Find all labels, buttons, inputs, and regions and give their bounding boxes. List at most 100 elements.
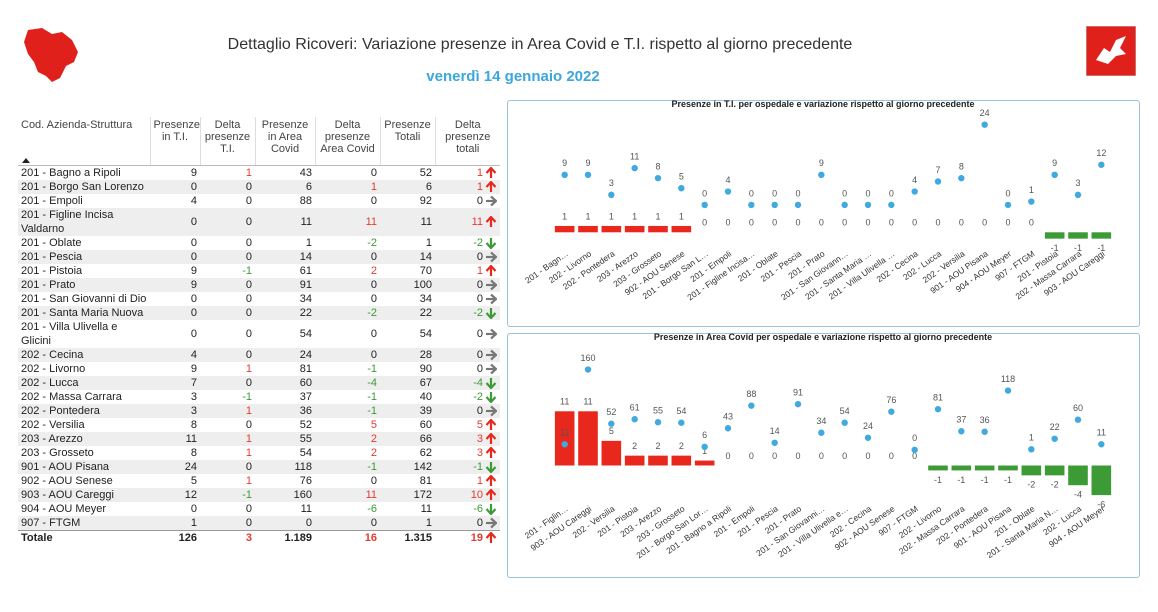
- table-cell: 202 - Massa Carrara: [18, 390, 150, 404]
- table-cell: 201 - San Giovanni di Dio: [18, 292, 150, 306]
- cell-value: 3: [190, 405, 197, 417]
- cell-value: 43: [299, 167, 312, 179]
- trend-arrow: [485, 475, 497, 487]
- cell-value: 1: [245, 447, 252, 459]
- table-row: 901 - AOU Pisana 24 0 118 -1 142 -1: [18, 460, 500, 474]
- bar-value-label: -1: [1097, 243, 1105, 253]
- bar: [624, 225, 645, 233]
- cell-value: 76: [299, 475, 312, 487]
- cell-value: 91: [299, 279, 312, 291]
- dot: [654, 419, 662, 426]
- bar: [578, 411, 598, 466]
- cell-value: 0: [245, 328, 252, 340]
- cell-value: -2: [473, 307, 483, 319]
- dot: [771, 439, 778, 446]
- dot-value-label: 9: [1052, 158, 1057, 168]
- table-cell: 54: [255, 320, 315, 348]
- table-cell: -2: [315, 306, 380, 320]
- row-label: 904 - AOU Meyer: [21, 503, 106, 515]
- row-label: 202 - Massa Carrara: [21, 391, 122, 403]
- cell-value: 62: [419, 447, 432, 459]
- column-header-text: Delta presenze totali: [445, 119, 491, 155]
- dot-value-label: 37: [956, 415, 966, 425]
- cell-value: 3: [190, 391, 197, 403]
- cell-value: 0: [245, 293, 252, 305]
- cell-value: 34: [419, 293, 432, 305]
- cell-value: 5: [370, 419, 377, 431]
- cell-value: 172: [413, 489, 432, 501]
- row-label: 202 - Livorno: [21, 363, 86, 375]
- table-cell: 1.189: [255, 530, 315, 545]
- trend-arrow: [485, 308, 497, 320]
- bar: [1091, 232, 1112, 239]
- table-cell: 0: [315, 320, 380, 348]
- table-cell: 903 - AOU Careggi: [18, 488, 150, 502]
- table-cell: 4: [150, 194, 200, 208]
- cell-value: 8: [190, 447, 197, 459]
- bar-value-label: -4: [1074, 490, 1082, 500]
- cell-value: 0: [476, 363, 483, 375]
- bar-value-label: -1: [1004, 475, 1012, 485]
- cell-value: 0: [370, 251, 377, 263]
- dot: [911, 446, 918, 454]
- table-cell: 904 - AOU Meyer: [18, 502, 150, 516]
- cell-value: 0: [245, 349, 252, 361]
- trend-arrow: [486, 349, 497, 361]
- bar-value-label: 0: [912, 218, 917, 228]
- table-cell: 1: [150, 516, 200, 531]
- dot-value-label: 11: [1097, 428, 1106, 438]
- table-cell: 2: [315, 264, 380, 278]
- cell-value: 0: [190, 237, 197, 249]
- cell-value: 60: [299, 377, 312, 389]
- dot: [724, 425, 732, 432]
- table-cell: 88: [255, 194, 315, 208]
- table-cell: 0: [435, 250, 500, 264]
- table-cell: 0: [435, 292, 500, 306]
- table-cell: 0: [315, 166, 380, 181]
- cell-value: 1: [476, 167, 483, 179]
- dot-value-label: 1: [1029, 433, 1034, 443]
- cell-value: 1: [245, 405, 252, 417]
- bar-value-label: -2: [1051, 480, 1059, 490]
- table-cell: -4: [315, 376, 380, 390]
- table-row: 201 - Oblate 0 0 1 -2 1 -2: [18, 236, 500, 250]
- table-cell: 40: [380, 390, 435, 404]
- table-cell: 6: [255, 180, 315, 194]
- cell-value: 52: [299, 419, 312, 431]
- cell-value: 10: [470, 489, 483, 501]
- table-row: 202 - Cecina 4 0 24 0 28 0: [18, 348, 500, 362]
- cell-value: 9: [190, 363, 197, 375]
- data-table: Cod. Azienda-Struttura Presenze in T.I. De…: [18, 117, 500, 545]
- bar: [624, 455, 645, 466]
- cell-value: -2: [367, 307, 377, 319]
- cell-value: 60: [419, 419, 432, 431]
- dot-value-label: 54: [676, 406, 686, 416]
- cell-value: 0: [476, 517, 483, 529]
- bar-value-label: -1: [1051, 243, 1059, 253]
- cell-value: 3: [245, 532, 252, 544]
- bar-value-label: 5: [609, 426, 614, 436]
- table-cell: 5: [435, 418, 500, 432]
- cell-value: 0: [476, 195, 483, 207]
- bar: [671, 455, 692, 466]
- chart-panel: [507, 100, 1140, 327]
- dot-value-label: 24: [980, 108, 990, 118]
- column-header-text: Presenze in T.I.: [153, 119, 200, 143]
- cell-value: 2: [370, 433, 377, 445]
- bar: [601, 440, 622, 466]
- cell-value: 90: [419, 363, 432, 375]
- bar-value-label: 1: [562, 211, 567, 221]
- table-cell: 9: [150, 278, 200, 292]
- cell-value: 28: [419, 349, 432, 361]
- cell-value: 0: [370, 475, 377, 487]
- chart-panel: [507, 333, 1140, 578]
- bar-value-label: 0: [702, 218, 707, 228]
- dot-value-label: 8: [655, 162, 660, 172]
- cell-value: -4: [473, 377, 483, 389]
- table-cell: 0: [315, 250, 380, 264]
- trend-arrow: [485, 392, 497, 404]
- cell-value: 2: [370, 265, 377, 277]
- trend-arrow: [485, 419, 497, 431]
- cell-value: 1.315: [404, 532, 432, 544]
- table-cell: 0: [200, 180, 255, 194]
